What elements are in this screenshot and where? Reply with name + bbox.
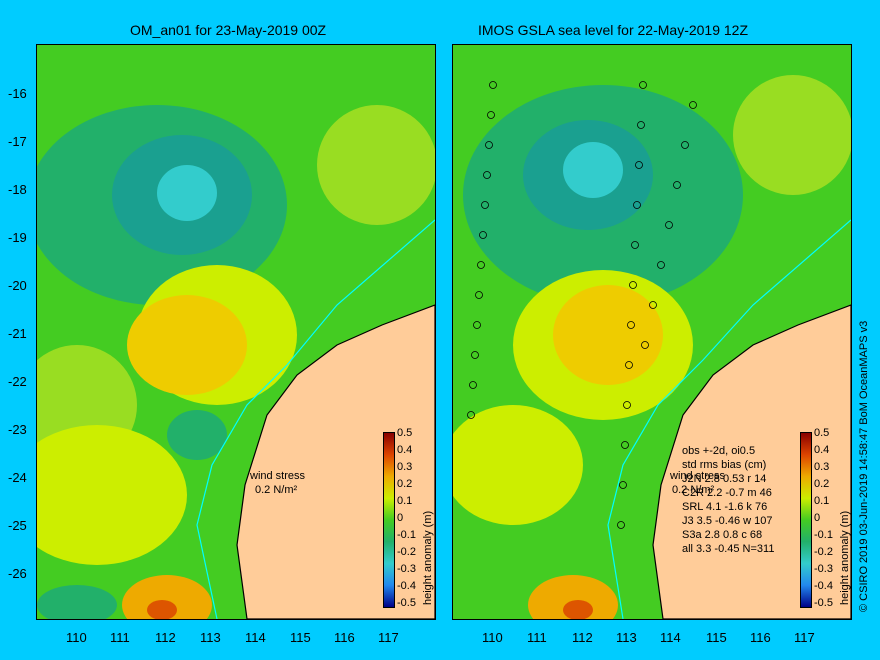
colorbar-label-left: height anomaly (m): [422, 510, 434, 605]
credit-text: © CSIRO 2019 03-Jun-2019 14:58:47 BoM Oc…: [858, 320, 870, 612]
x-tick: 111: [110, 630, 130, 645]
wind-stress-label-right: wind stress: [670, 470, 726, 482]
right-map-panel: [452, 44, 852, 620]
altimetry-stats-table: obs +-2d, oi0.5 std rms bias (cm) J2N 2.…: [682, 444, 774, 556]
wind-stress-scale-left: 0.2 N/m²: [255, 484, 298, 496]
colorbar-tick: 0.4: [397, 444, 413, 456]
x-tick: 116: [334, 630, 355, 645]
x-tick: 115: [706, 630, 727, 645]
x-tick: 117: [794, 630, 815, 645]
x-tick: 115: [290, 630, 311, 645]
colorbar-tick: 0.2: [814, 478, 830, 490]
colorbar-tick: -0.4: [814, 580, 833, 592]
left-map-canvas: [37, 45, 435, 619]
colorbar-tick: 0.5: [814, 427, 830, 439]
x-tick: 114: [660, 630, 681, 645]
x-tick: 110: [66, 630, 87, 645]
x-tick: 116: [750, 630, 771, 645]
y-tick: -21: [8, 326, 27, 341]
x-tick: 113: [616, 630, 637, 645]
y-tick: -16: [8, 86, 27, 101]
stats-row: C2R 2.2 -0.7 m 46: [682, 487, 772, 499]
colorbar-label-right: height anomaly (m): [839, 510, 851, 605]
y-tick: -24: [8, 470, 27, 485]
colorbar-tick: -0.2: [814, 546, 833, 558]
colorbar-tick: 0: [814, 512, 821, 524]
colorbar-tick: -0.5: [814, 597, 833, 609]
colorbar-tick: 0.3: [814, 461, 830, 473]
y-tick: -23: [8, 422, 27, 437]
right-map-title: IMOS GSLA sea level for 22-May-2019 12Z: [478, 22, 749, 38]
colorbar-tick: 0.3: [397, 461, 413, 473]
colorbar-tick: 0: [397, 512, 404, 524]
right-map-canvas: [453, 45, 851, 619]
x-tick: 114: [245, 630, 266, 645]
y-tick: -25: [8, 518, 27, 533]
stats-row: all 3.3 -0.45 N=311: [682, 543, 775, 555]
y-tick: -17: [8, 134, 27, 149]
wind-stress-label-left: wind stress: [250, 470, 306, 482]
colorbar-left: [383, 432, 395, 608]
colorbar-tick: 0.5: [397, 427, 413, 439]
colorbar-tick: -0.4: [397, 580, 416, 592]
stats-row: J3 3.5 -0.46 w 107: [682, 515, 773, 527]
colorbar-tick: 0.4: [814, 444, 830, 456]
colorbar-tick: -0.5: [397, 597, 416, 609]
left-map-title: OM_an01 for 23-May-2019 00Z: [130, 22, 327, 38]
y-tick: -19: [8, 230, 27, 245]
colorbar-tick: 0.1: [397, 495, 413, 507]
wind-stress-scale-right: 0.2 N/m²: [672, 484, 715, 496]
stats-header: obs +-2d, oi0.5: [682, 445, 756, 457]
x-tick: 117: [378, 630, 399, 645]
stats-row: S3a 2.8 0.8 c 68: [682, 529, 763, 541]
y-tick: -20: [8, 278, 27, 293]
colorbar-tick: 0.2: [397, 478, 413, 490]
stats-header: std rms bias (cm): [682, 459, 767, 471]
left-map-panel: [36, 44, 436, 620]
stats-row: J2N 2.8 0.53 r 14: [682, 473, 767, 485]
colorbar-tick: -0.3: [397, 563, 416, 575]
x-tick: 112: [572, 630, 593, 645]
x-tick: 110: [482, 630, 503, 645]
x-tick: 113: [200, 630, 221, 645]
y-tick: -22: [8, 374, 27, 389]
colorbar-tick: -0.1: [814, 529, 833, 541]
colorbar-tick: -0.3: [814, 563, 833, 575]
x-tick: 112: [155, 630, 176, 645]
y-tick: -26: [8, 566, 27, 581]
colorbar-tick: 0.1: [814, 495, 830, 507]
y-tick: -18: [8, 182, 27, 197]
colorbar-tick: -0.2: [397, 546, 416, 558]
colorbar-right: [800, 432, 812, 608]
stats-row: SRL 4.1 -1.6 k 76: [682, 501, 768, 513]
x-tick: 111: [527, 630, 547, 645]
colorbar-tick: -0.1: [397, 529, 416, 541]
